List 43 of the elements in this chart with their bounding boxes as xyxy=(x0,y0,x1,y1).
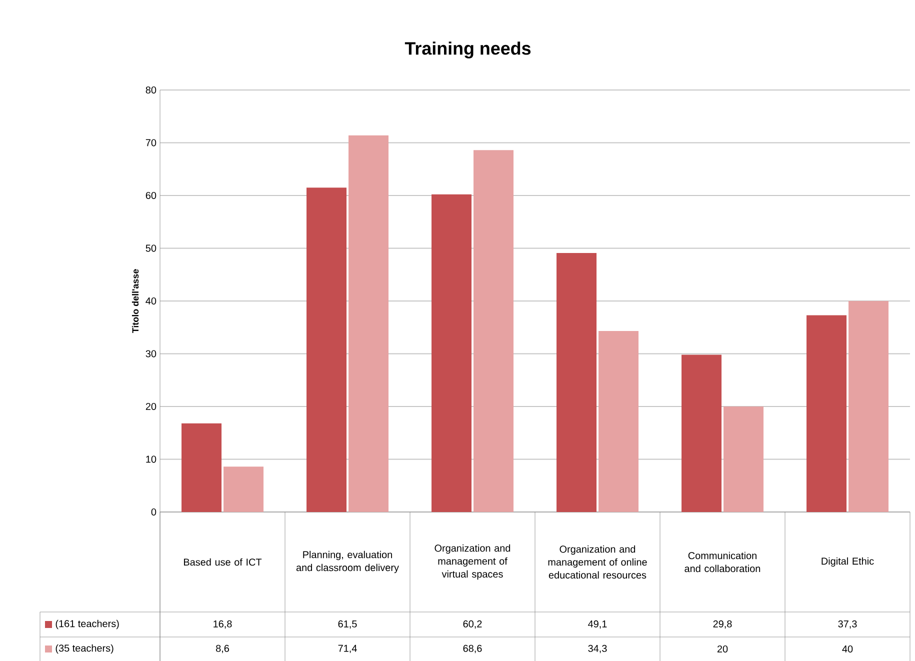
bar xyxy=(556,252,597,512)
y-tick-label: 80 xyxy=(146,86,156,94)
y-axis-title: Titolo dell'asse xyxy=(132,269,139,333)
x-tick-label: Communication and collaboration xyxy=(684,552,760,572)
y-tick-label: 60 xyxy=(146,192,156,199)
bar xyxy=(224,466,264,512)
y-tick-label: 50 xyxy=(146,244,156,252)
y-tick-label: 20 xyxy=(146,402,156,410)
bar xyxy=(682,354,722,512)
data-label: 61,5 xyxy=(338,620,357,629)
bar xyxy=(848,300,889,512)
x-tick-label: Organization and management of virtual spaces xyxy=(434,544,510,580)
data-label: 20 xyxy=(717,645,728,652)
bar xyxy=(306,187,347,512)
data-label: 71,4 xyxy=(338,644,357,653)
y-tick-label: 30 xyxy=(146,350,156,358)
x-tick-label: Digital Ethic xyxy=(822,557,874,567)
data-label: 60,2 xyxy=(463,620,482,629)
chart-title: Training needs xyxy=(404,41,531,58)
data-label: 37,3 xyxy=(838,620,857,629)
x-tick-label: Planning, evaluation and classroom delivery xyxy=(296,550,399,574)
bar xyxy=(474,150,514,512)
x-tick-label: Based use of ICT xyxy=(184,558,262,566)
y-tick-label: 0 xyxy=(151,508,156,516)
legend-label: (161 teachers) xyxy=(56,620,119,630)
data-label: 29,8 xyxy=(713,620,732,629)
data-label: 34,3 xyxy=(588,644,607,654)
x-tick-label: Organization and management of online educational resources xyxy=(548,545,647,578)
data-label: 40 xyxy=(842,645,853,652)
bar xyxy=(724,406,764,512)
y-tick-label: 70 xyxy=(146,139,156,146)
legend-label: (35 teachers) xyxy=(56,644,114,654)
y-tick-label: 40 xyxy=(146,297,156,304)
bar xyxy=(432,194,472,512)
bar xyxy=(598,330,639,512)
y-tick-label: 10 xyxy=(146,456,156,463)
bar xyxy=(182,423,222,512)
bar xyxy=(806,315,847,512)
bar xyxy=(348,135,389,512)
data-label: 68,6 xyxy=(463,644,482,654)
data-label: 16,8 xyxy=(214,620,232,629)
data-label: 8,6 xyxy=(216,644,229,654)
data-label: 49,1 xyxy=(588,620,607,629)
